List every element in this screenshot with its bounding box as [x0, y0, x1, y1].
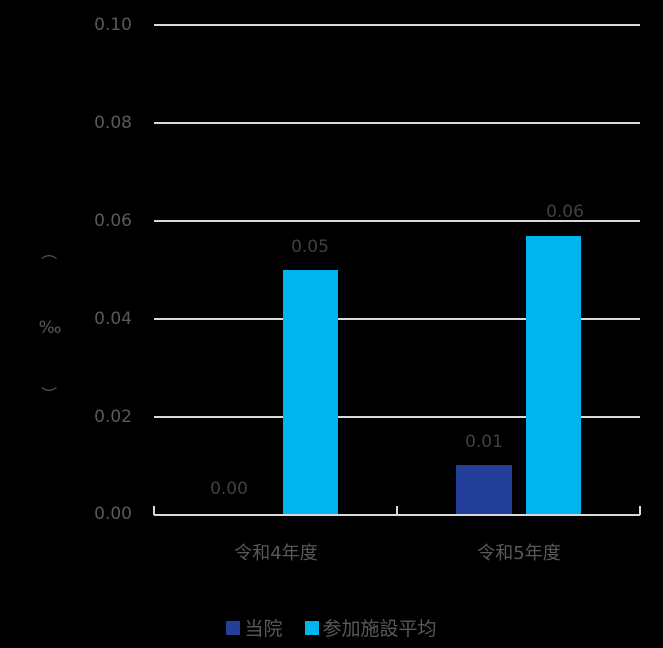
legend-swatch-average-icon [304, 620, 319, 635]
y-tick-0.08: 0.08 [94, 113, 132, 133]
y-axis-label-unit: ‰ [38, 318, 62, 338]
x-category-r4: 令和4年度 [234, 543, 318, 564]
gridline-0.02 [154, 416, 640, 418]
legend: 当院 参加施設平均 [0, 614, 663, 641]
y-axis-label-close-paren: ） [39, 385, 58, 402]
y-tick-0.00: 0.00 [94, 504, 132, 524]
legend-swatch-touin-icon [226, 620, 241, 635]
gridline-0.06 [154, 220, 640, 222]
x-axis-tick-right [639, 506, 641, 515]
x-axis-tick-left [153, 506, 155, 515]
y-tick-0.06: 0.06 [94, 211, 132, 231]
legend-item-touin: 当院 [226, 614, 283, 641]
y-axis-label-open-paren: （ [39, 243, 58, 260]
y-tick-0.02: 0.02 [94, 407, 132, 427]
x-category-r5: 令和5年度 [477, 543, 561, 564]
bar-r5-touin [456, 465, 512, 515]
legend-label-touin: 当院 [244, 618, 283, 640]
bar-r5-average [526, 236, 581, 515]
gridline-0.04 [154, 318, 640, 320]
x-axis-tick-middle [396, 506, 398, 515]
y-tick-0.04: 0.04 [94, 309, 132, 329]
x-axis-line [154, 514, 640, 516]
gridline-0.10 [154, 24, 640, 26]
bar-r4-average [283, 270, 338, 515]
legend-label-average: 参加施設平均 [322, 618, 437, 640]
data-label-r4-touin: 0.00 [210, 479, 248, 499]
legend-item-average: 参加施設平均 [304, 614, 437, 641]
y-tick-0.10: 0.10 [94, 15, 132, 35]
data-label-r4-average: 0.05 [291, 237, 329, 257]
data-label-r5-average: 0.06 [546, 202, 584, 222]
gridline-0.08 [154, 122, 640, 124]
data-label-r5-touin: 0.01 [465, 432, 503, 452]
